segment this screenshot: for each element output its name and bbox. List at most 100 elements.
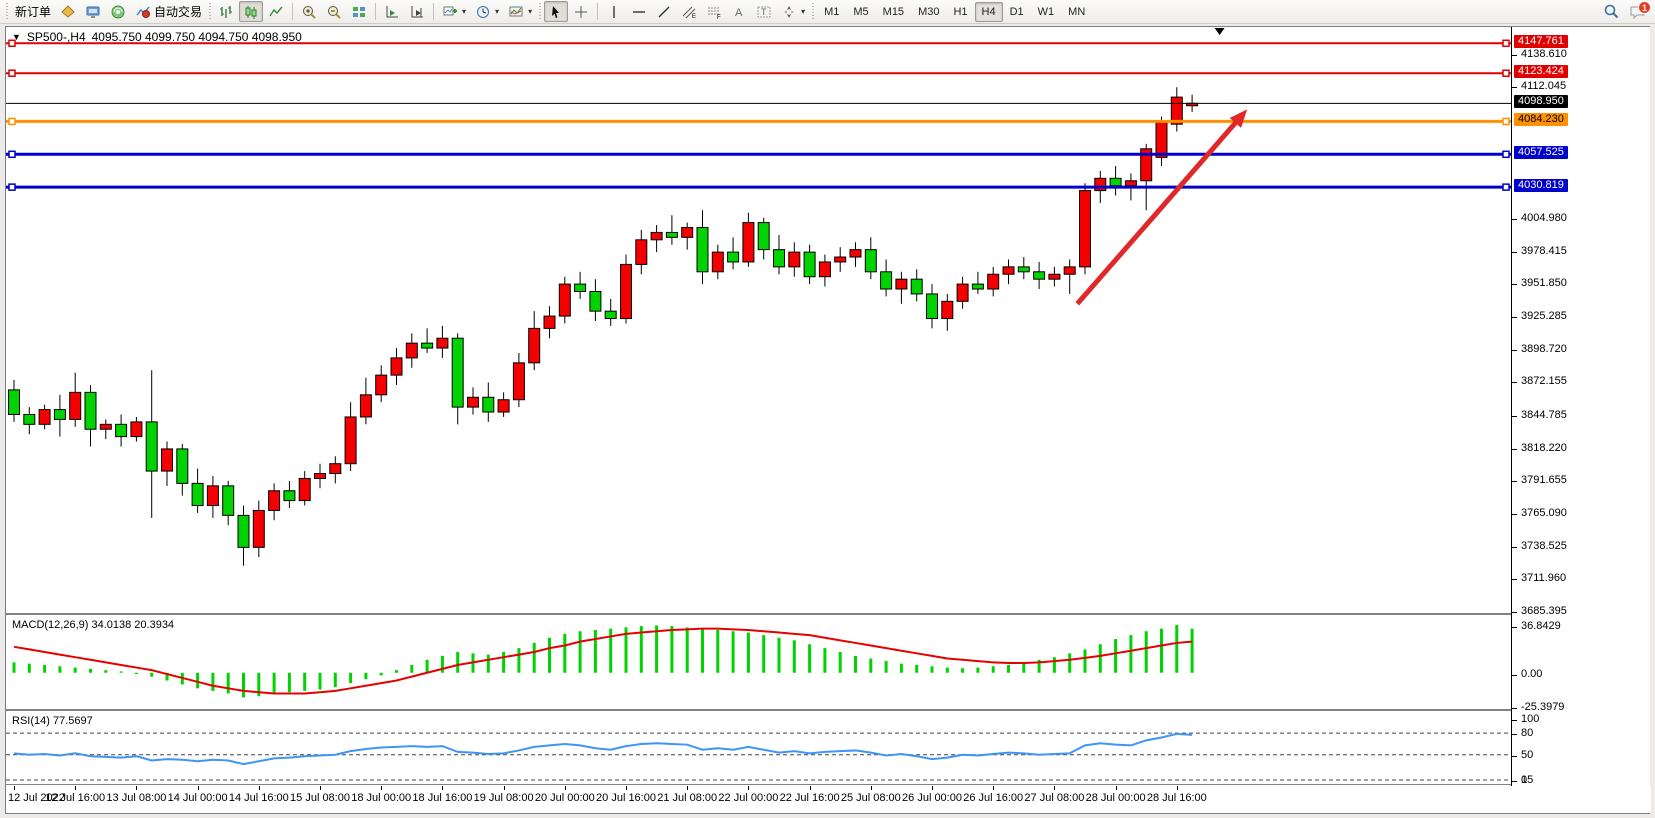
- cursor-button[interactable]: [544, 1, 569, 22]
- time-tick-label: 25 Jul 08:00: [840, 792, 901, 804]
- arrows-dropdown-button[interactable]: ▾: [777, 1, 809, 22]
- price-tick-label: 4112.045: [1521, 80, 1567, 93]
- auto-scroll-icon: [386, 5, 399, 17]
- time-tick-label: 22 Jul 16:00: [779, 792, 840, 804]
- period-button-M5[interactable]: M5: [853, 5, 869, 18]
- time-axis[interactable]: 12 Jul 2022 12 Jul 16:00 13 Jul 08:00 14 Ju…: [6, 786, 1651, 813]
- price-tick-mark: [1512, 316, 1517, 318]
- level-price-badge: 4123.424: [1514, 65, 1568, 79]
- main-candlestick-plot[interactable]: [6, 27, 1511, 615]
- price-tick-label: 3844.785: [1521, 408, 1567, 421]
- period-button-MN[interactable]: MN: [1068, 5, 1086, 18]
- workspace: ▼ SP500-,H4 4095.750 4099.750 4094.750 4…: [0, 24, 1655, 818]
- auto-scroll-button[interactable]: [380, 1, 404, 22]
- autotrading-label: 自动交易: [154, 5, 203, 19]
- signals-button[interactable]: [106, 1, 130, 22]
- time-tick-label: 20 Jul 00:00: [534, 792, 595, 804]
- period-button-D1[interactable]: D1: [1009, 5, 1024, 18]
- candlestick-chart-icon: [245, 5, 257, 19]
- toolbar-grip: [539, 3, 542, 20]
- level-price-badge: 4030.819: [1514, 179, 1568, 193]
- svg-text:E: E: [692, 14, 696, 20]
- trendline-button[interactable]: [652, 1, 676, 22]
- notification-badge: 1: [1637, 1, 1651, 14]
- period-button-M1[interactable]: M1: [824, 5, 840, 18]
- price-tick-label: 3951.850: [1521, 277, 1567, 290]
- svg-text:F: F: [717, 15, 721, 20]
- time-tick-label: 22 Jul 00:00: [718, 792, 779, 804]
- fibonacci-button[interactable]: F: [702, 1, 726, 22]
- rsi-indicator-plot[interactable]: RSI(14) 77.5697: [6, 713, 1511, 785]
- new-order-button[interactable]: 新订单: [11, 1, 55, 22]
- price-tick-mark: [1512, 626, 1517, 628]
- rsi-canvas: [6, 732, 1511, 781]
- price-tick-label: 3765.090: [1521, 507, 1567, 520]
- zoom-out-button[interactable]: [322, 1, 346, 22]
- zoom-in-button[interactable]: [297, 1, 321, 22]
- price-tick-label: 3685.395: [1521, 605, 1567, 618]
- macd-indicator-plot[interactable]: MACD(12,26,9) 34.0138 20.3934: [6, 617, 1511, 711]
- chart-shift-button[interactable]: [405, 1, 429, 22]
- chevron-down-icon: ▾: [801, 7, 806, 16]
- price-tick-mark: [1512, 514, 1517, 516]
- text-button[interactable]: A: [727, 1, 751, 22]
- clock-icon: [477, 5, 490, 18]
- templates-dropdown-button[interactable]: ▾: [504, 1, 536, 22]
- period-button-M15[interactable]: M15: [882, 5, 905, 18]
- time-tick-label: 26 Jul 00:00: [902, 792, 962, 804]
- line-chart-button[interactable]: [264, 1, 288, 22]
- price-tick-mark: [1512, 755, 1517, 757]
- period-button-W1[interactable]: W1: [1037, 5, 1055, 18]
- terminal-button[interactable]: [81, 1, 105, 22]
- bar-chart-button[interactable]: [214, 1, 238, 22]
- time-tick-mark: [381, 786, 383, 790]
- time-tick-label: 26 Jul 16:00: [963, 792, 1024, 804]
- price-tick-mark: [1512, 734, 1517, 736]
- price-tick-label: 80: [1521, 727, 1534, 740]
- rsi-label: RSI(14) 77.5697: [12, 715, 97, 727]
- equidistant-channel-button[interactable]: E: [677, 1, 701, 22]
- price-tick-mark: [1512, 707, 1517, 709]
- chart-title[interactable]: ▼ SP500-,H4 4095.750 4099.750 4094.750 4…: [12, 30, 302, 44]
- current-price-badge: 4098.950: [1514, 95, 1568, 109]
- level-price-badge: 4147.761: [1514, 35, 1568, 49]
- zoom-out-icon: [328, 5, 341, 19]
- horizontal-line-button[interactable]: [627, 1, 651, 22]
- price-tick-mark: [1512, 284, 1517, 286]
- text-label-button[interactable]: T: [752, 1, 776, 22]
- chart-shift-icon: [411, 5, 424, 17]
- period-button-H1[interactable]: H1: [953, 5, 968, 18]
- time-tick-mark: [442, 786, 444, 790]
- periods-dropdown-button[interactable]: ▾: [471, 1, 503, 22]
- tile-windows-button[interactable]: [347, 1, 371, 22]
- time-tick-mark: [687, 786, 689, 790]
- crosshair-button[interactable]: [569, 1, 593, 22]
- price-tick-label: 3791.655: [1521, 474, 1567, 487]
- candlestick-chart-button[interactable]: [239, 1, 264, 22]
- new-chart-button[interactable]: ▾: [438, 1, 470, 22]
- price-tick-label: -25.3979: [1521, 700, 1565, 713]
- price-tick-label: 15: [1521, 773, 1534, 786]
- level-price-badge: 4057.525: [1514, 146, 1568, 160]
- svg-text:T: T: [761, 7, 767, 17]
- price-axis[interactable]: 4138.610 4112.045 4004.980 3978.415 3951.850…: [1511, 27, 1650, 786]
- tile-windows-icon: [353, 6, 366, 17]
- vertical-line-button[interactable]: [602, 1, 626, 22]
- notifications-button[interactable]: 1: [1625, 1, 1651, 22]
- signals-icon: [111, 5, 125, 18]
- price-tick-label: 3872.155: [1521, 375, 1567, 388]
- time-tick-mark: [626, 786, 627, 790]
- time-tick-mark: [564, 786, 566, 790]
- chart-dropdown-icon[interactable]: ▼: [12, 32, 21, 42]
- period-button-H4[interactable]: H4: [974, 1, 1003, 22]
- metaeditor-button[interactable]: [56, 1, 80, 22]
- search-button[interactable]: [1599, 1, 1624, 22]
- metaeditor-icon: [61, 4, 75, 18]
- time-tick-mark: [136, 786, 138, 790]
- svg-text:A: A: [735, 7, 743, 19]
- time-tick-label: 15 Jul 08:00: [290, 792, 350, 804]
- price-tick-label: 3711.960: [1521, 572, 1567, 585]
- chevron-down-icon: ▾: [495, 7, 500, 16]
- period-button-M30[interactable]: M30: [918, 5, 940, 18]
- autotrading-button[interactable]: 自动交易: [131, 1, 206, 22]
